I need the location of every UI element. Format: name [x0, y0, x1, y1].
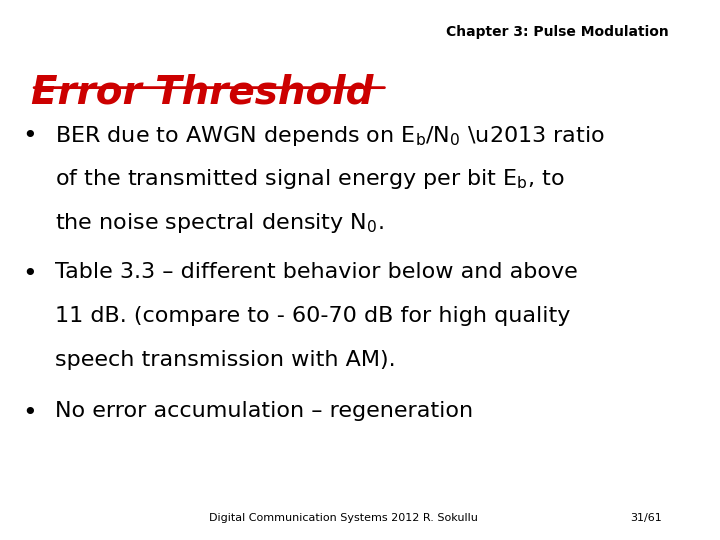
Text: 11 dB. (compare to - 60-70 dB for high quality: 11 dB. (compare to - 60-70 dB for high q…: [55, 306, 570, 326]
Text: Error Threshold: Error Threshold: [31, 73, 374, 111]
Text: Table 3.3 – different behavior below and above: Table 3.3 – different behavior below and…: [55, 262, 577, 282]
Text: •: •: [22, 262, 37, 286]
Text: •: •: [22, 124, 37, 148]
Text: 31/61: 31/61: [630, 512, 662, 523]
Text: No error accumulation – regeneration: No error accumulation – regeneration: [55, 401, 473, 421]
Text: Digital Communication Systems 2012 R. Sokullu: Digital Communication Systems 2012 R. So…: [209, 512, 477, 523]
Text: •: •: [22, 401, 37, 425]
Text: the noise spectral density $\mathrm{N_0}$.: the noise spectral density $\mathrm{N_0}…: [55, 211, 384, 235]
Text: of the transmitted signal energy per bit $\mathrm{E_b}$, to: of the transmitted signal energy per bit…: [55, 167, 564, 191]
Text: Chapter 3: Pulse Modulation: Chapter 3: Pulse Modulation: [446, 25, 669, 39]
Text: BER due to AWGN depends on $\mathrm{E_b/N_0}$ \u2013 ratio: BER due to AWGN depends on $\mathrm{E_b/…: [55, 124, 605, 148]
Text: speech transmission with AM).: speech transmission with AM).: [55, 349, 396, 369]
